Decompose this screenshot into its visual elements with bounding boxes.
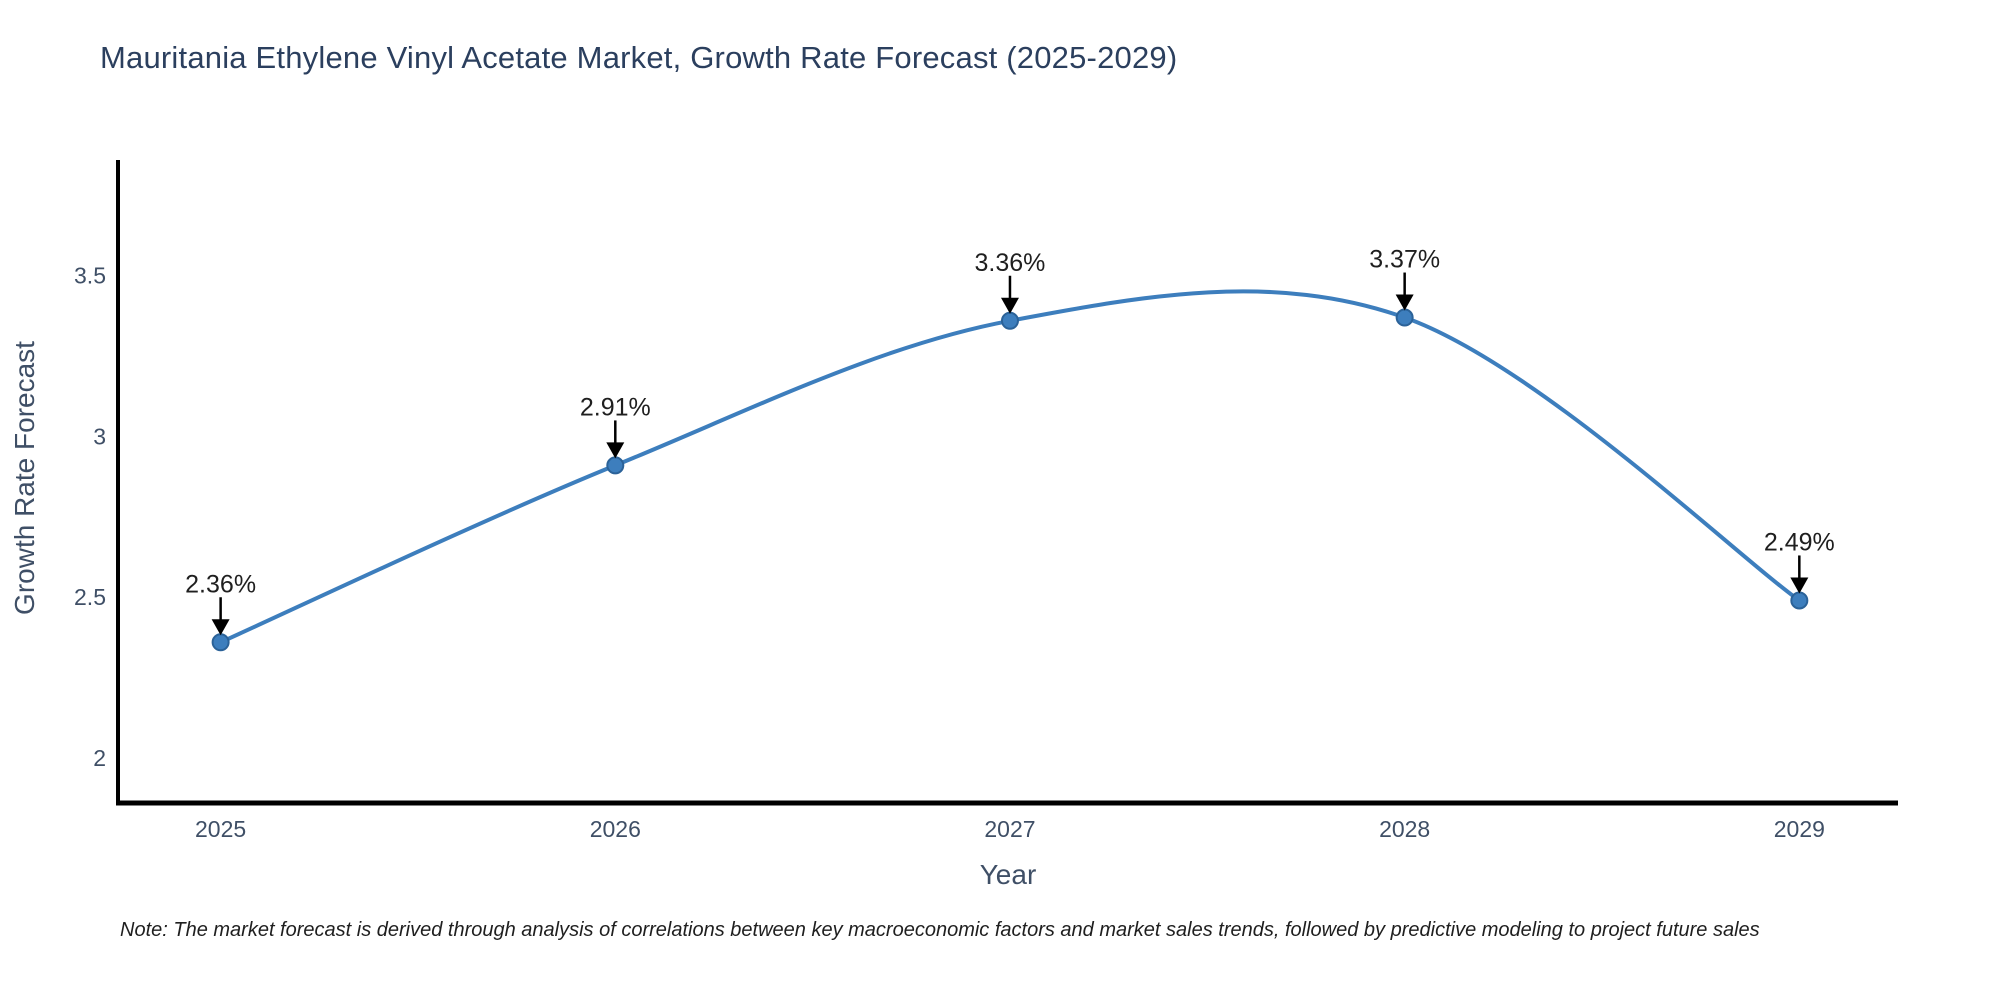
data-point-marker bbox=[211, 633, 230, 652]
x-tick-label: 2027 bbox=[984, 816, 1035, 842]
data-point-marker bbox=[1395, 308, 1414, 327]
x-axis-title: Year bbox=[979, 859, 1037, 890]
y-tick-label: 3.5 bbox=[74, 263, 106, 289]
x-tick-label: 2026 bbox=[590, 816, 641, 842]
x-tick-label: 2029 bbox=[1774, 816, 1825, 842]
chart-title: Mauritania Ethylene Vinyl Acetate Market… bbox=[100, 40, 1178, 75]
x-tick-label: 2025 bbox=[195, 816, 246, 842]
annotation-arrowhead bbox=[606, 442, 625, 459]
data-point-label: 2.49% bbox=[1764, 528, 1835, 556]
y-tick-label: 2.5 bbox=[74, 584, 106, 610]
x-tick-label: 2028 bbox=[1379, 816, 1430, 842]
data-point-label: 3.36% bbox=[975, 249, 1046, 277]
annotation-arrowhead bbox=[1395, 294, 1414, 311]
y-axis-title: Growth Rate Forecast bbox=[9, 341, 40, 615]
data-point-label: 2.36% bbox=[185, 570, 256, 598]
annotation-arrowhead bbox=[211, 619, 230, 636]
data-point-label: 2.91% bbox=[580, 393, 651, 421]
y-tick-label: 2 bbox=[93, 745, 106, 771]
data-point-marker bbox=[1000, 311, 1019, 330]
data-point-marker bbox=[606, 456, 625, 475]
annotation-arrowhead bbox=[1000, 297, 1019, 314]
y-tick-label: 3 bbox=[93, 423, 106, 449]
data-point-marker bbox=[1790, 591, 1809, 610]
data-point-label: 3.37% bbox=[1369, 246, 1440, 274]
chart-footnote: Note: The market forecast is derived thr… bbox=[120, 919, 1760, 941]
annotation-arrowhead bbox=[1790, 577, 1809, 594]
forecast-line bbox=[218, 289, 1802, 645]
